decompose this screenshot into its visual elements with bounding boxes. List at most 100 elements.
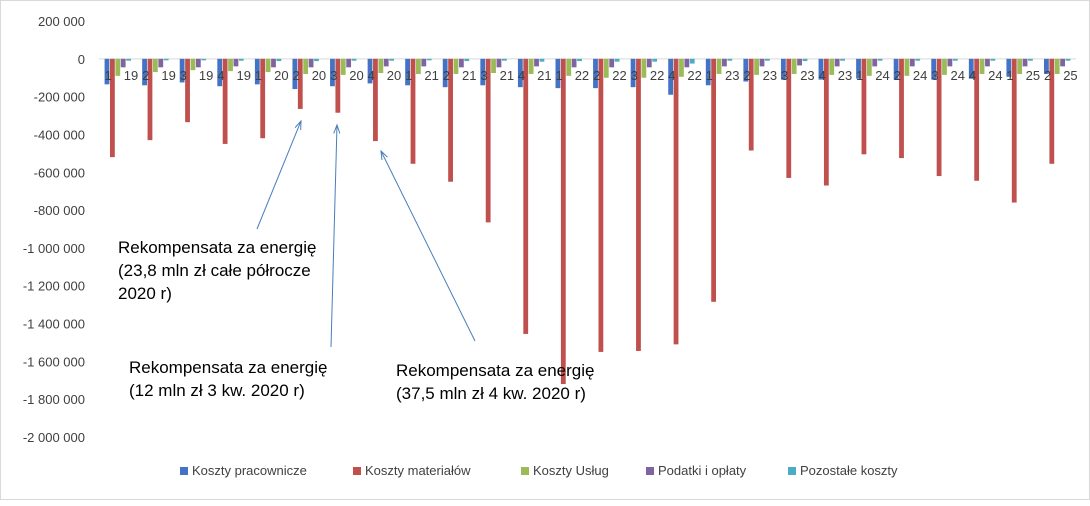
category-label-part: 2 [292, 68, 299, 83]
legend-item-podatki-i-op-aty: Podatki i opłaty [646, 463, 747, 478]
bar-koszty-materia-w-3-20 [335, 58, 341, 113]
bar-koszty-materia-w-3-21 [485, 58, 491, 223]
bar-koszty-pracownicze-3-22 [630, 58, 636, 88]
bar-koszty-pracownicze-1-20 [254, 58, 260, 85]
category-label-part: 4 [819, 68, 826, 83]
y-tick-label: -1 600 000 [23, 354, 85, 369]
bar-pozosta-e-koszty-1-20 [276, 58, 282, 62]
annotation-text-line: Rekompensata za energię [129, 358, 327, 377]
bar-pozosta-e-koszty-3-21 [501, 58, 507, 61]
bar-koszty-us-ug-2-21 [453, 58, 459, 74]
bar-koszty-materia-w-3-22 [636, 58, 641, 351]
legend-label: Pozostałe koszty [800, 463, 898, 478]
bar-koszty-materia-w-2-20 [297, 58, 303, 109]
bars-group [104, 58, 1071, 385]
category-labels: 1 19 2 19 3 19 4 19 1 20 2 20 3 20 4 20 1 21 2 21 3 21 4 21 1 22 2… [105, 68, 1078, 83]
bar-koszty-pracownicze-4-19 [217, 58, 223, 87]
bar-koszty-materia-w-4-19 [222, 58, 228, 144]
category-label-part: 21 [462, 68, 476, 83]
bar-podatki-i-op-aty-1-23 [722, 58, 727, 67]
bar-pozosta-e-koszty-2-23 [765, 58, 770, 61]
annotation-arrow [256, 120, 302, 230]
category-label-part: 1 [706, 68, 713, 83]
category-label-part: 4 [368, 68, 375, 83]
legend-swatch [788, 467, 796, 475]
bar-koszty-pracownicze-3-20 [330, 58, 335, 87]
bar-koszty-pracownicze-2-19 [142, 58, 147, 86]
bar-koszty-materia-w-1-22 [560, 58, 566, 385]
category-label-part: 20 [274, 68, 288, 83]
bar-podatki-i-op-aty-2-23 [759, 58, 765, 67]
category-label-part: 1 [1006, 68, 1013, 83]
bar-koszty-us-ug-2-23 [754, 58, 759, 75]
bar-pozosta-e-koszty-2-19 [163, 58, 169, 61]
bar-podatki-i-op-aty-3-20 [346, 58, 352, 68]
bar-pozosta-e-koszty-4-24 [990, 58, 996, 61]
annotation-arrowhead [333, 123, 341, 134]
category-label-part: 23 [763, 68, 777, 83]
bar-koszty-pracownicze-2-22 [593, 58, 598, 89]
bar-koszty-pracownicze-1-25 [1006, 58, 1012, 77]
y-tick-label: 200 000 [38, 14, 85, 29]
annotation-arrow [330, 124, 338, 348]
bar-koszty-us-ug-1-20 [265, 58, 271, 73]
bar-podatki-i-op-aty-2-25 [1060, 58, 1066, 67]
bar-koszty-pracownicze-2-21 [442, 58, 448, 88]
bar-podatki-i-op-aty-3-22 [646, 58, 652, 68]
bar-koszty-materia-w-4-24 [974, 58, 980, 181]
bar-koszty-materia-w-1-24 [861, 58, 867, 155]
y-tick-label: -2 000 000 [23, 430, 85, 445]
bar-koszty-us-ug-4-21 [528, 58, 534, 74]
category-label-part: 23 [800, 68, 814, 83]
bar-koszty-us-ug-4-24 [979, 58, 985, 74]
category-label-part: 20 [387, 68, 401, 83]
category-label-part: 19 [237, 68, 251, 83]
y-tick-label: -600 000 [34, 165, 85, 180]
bar-koszty-us-ug-4-20 [378, 58, 384, 73]
legend-swatch [353, 467, 361, 475]
annotation-text-line: (23,8 mln zł całe półrocze [118, 261, 311, 280]
category-label-part: 24 [951, 68, 965, 83]
bar-koszty-pracownicze-2-24 [893, 58, 899, 80]
category-label-part: 1 [255, 68, 262, 83]
bar-koszty-pracownicze-4-24 [968, 58, 974, 79]
category-label-part: 23 [725, 68, 739, 83]
category-label-part: 2 [142, 68, 149, 83]
annotation-arrowhead [380, 149, 388, 160]
bar-koszty-us-ug-4-19 [228, 58, 233, 72]
bar-pozosta-e-koszty-4-23 [840, 58, 845, 61]
bar-pozosta-e-koszty-1-22 [577, 58, 582, 62]
category-label-part: 4 [217, 68, 224, 83]
category-label-part: 3 [480, 68, 487, 83]
category-label-part: 19 [161, 68, 175, 83]
bar-pozosta-e-koszty-4-19 [238, 58, 244, 61]
bar-pozosta-e-koszty-3-24 [952, 58, 958, 61]
bar-koszty-pracownicze-1-24 [856, 58, 861, 79]
category-label-part: 21 [424, 68, 438, 83]
bar-podatki-i-op-aty-1-25 [1022, 58, 1028, 67]
bar-podatki-i-op-aty-4-24 [985, 58, 990, 67]
bar-podatki-i-op-aty-2-22 [609, 58, 615, 68]
bar-pozosta-e-koszty-4-22 [689, 58, 695, 64]
bar-pozosta-e-koszty-2-25 [1065, 58, 1071, 61]
annotation-text-line: (12 mln zł 3 kw. 2020 r) [129, 381, 305, 400]
bar-podatki-i-op-aty-1-20 [271, 58, 276, 68]
legend-item-koszty-pracownicze: Koszty pracownicze [180, 463, 307, 478]
bar-koszty-pracownicze-2-23 [743, 58, 749, 82]
y-tick-label: -400 000 [34, 127, 85, 142]
bar-podatki-i-op-aty-3-23 [797, 58, 802, 66]
bar-podatki-i-op-aty-3-19 [195, 58, 201, 68]
category-label-part: 19 [199, 68, 213, 83]
annotation-text-line: Rekompensata za energię [396, 361, 594, 380]
legend-label: Koszty Usług [533, 463, 609, 478]
y-axis: 200 000 0 -200 000 -400 000 -600 000 -800 000… [23, 14, 85, 445]
category-label-part: 1 [856, 68, 863, 83]
bar-koszty-materia-w-4-22 [673, 58, 679, 345]
bar-koszty-us-ug-3-23 [791, 58, 797, 74]
bar-koszty-us-ug-4-23 [829, 58, 835, 75]
category-label-part: 2 [743, 68, 750, 83]
category-label-part: 2 [593, 68, 600, 83]
legend-label: Koszty materiałów [365, 463, 471, 478]
bar-koszty-materia-w-2-24 [899, 58, 904, 159]
